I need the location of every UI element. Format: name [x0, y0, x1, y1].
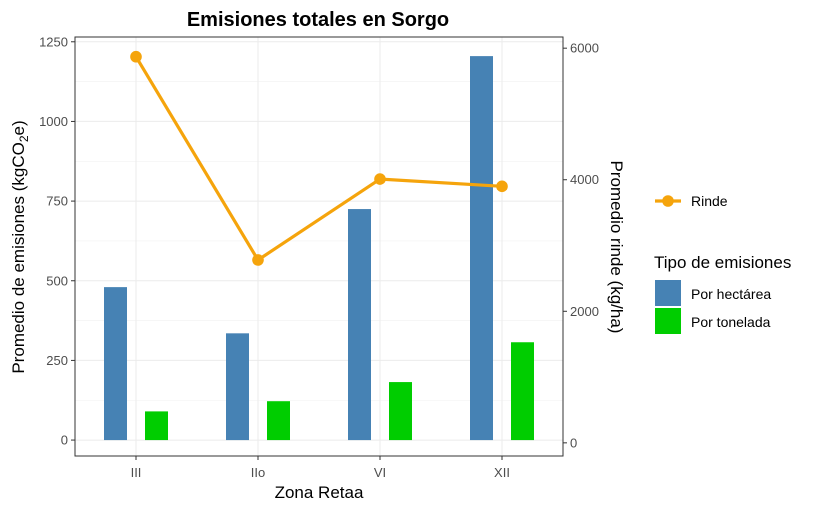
y2-tick-label: 0 — [570, 435, 577, 450]
rinde-line — [134, 55, 503, 262]
y2-tick-label: 2000 — [570, 304, 599, 319]
rinde-point-xii — [496, 180, 508, 193]
y-tick-label: 1000 — [39, 114, 68, 129]
bar-por-hect-rea-iii — [104, 287, 127, 441]
bar-por-hect-rea-vi — [348, 209, 371, 441]
rinde-point-vi — [374, 173, 386, 185]
chart-title: Emisiones totales en Sorgo — [187, 9, 449, 31]
bar-por-tonelada-iio — [267, 401, 290, 441]
legend-label-por-hect-rea: Por hectárea — [691, 286, 771, 302]
legend-title: Tipo de emisiones — [654, 253, 791, 272]
plot-panel-border — [74, 36, 564, 457]
legend-label-por-tonelada: Por tonelada — [691, 314, 771, 330]
y2-tick-label: 6000 — [570, 41, 599, 56]
x-axis-title: Zona Retaa — [275, 483, 364, 502]
y-tick-label: 750 — [46, 194, 68, 209]
y2-axis-title: Promedio rinde (kg/ha) — [607, 161, 626, 334]
bar-por-tonelada-iii — [145, 411, 168, 441]
bar-por-hect-rea-iio — [226, 333, 249, 441]
legend-key-por-tonelada — [655, 308, 681, 334]
bar-por-tonelada-xii — [511, 342, 534, 441]
x-tick-label: III — [131, 465, 142, 480]
axes: 0 250 500 750 1000 1250 0 2000 4000 6000 III IIo VI X… — [39, 34, 599, 480]
y2-tick-label: 4000 — [570, 172, 599, 187]
rinde-point-iio — [252, 254, 264, 266]
legend-rinde-point-key — [662, 195, 674, 207]
bar-por-tonelada-vi — [389, 382, 412, 441]
y-tick-label: 0 — [61, 433, 68, 448]
rinde-line-layer — [130, 50, 508, 266]
bar-por-hect-rea-xii — [470, 56, 493, 441]
y-tick-label: 1250 — [39, 34, 68, 49]
bars — [104, 56, 534, 441]
y-tick-label: 500 — [46, 273, 68, 288]
legend: Rinde Tipo de emisiones Por hectárea Por to… — [654, 193, 791, 334]
y-tick-label: 250 — [46, 353, 68, 368]
rinde-point-iii — [130, 50, 142, 63]
y-axis-title: Promedio de emisiones (kgCO2e) — [9, 120, 31, 373]
x-tick-label: XII — [494, 465, 510, 480]
x-tick-label: VI — [374, 465, 386, 480]
x-tick-label: IIo — [251, 465, 265, 480]
legend-label-rinde: Rinde — [691, 193, 728, 209]
legend-key-por-hect-rea — [655, 280, 681, 306]
